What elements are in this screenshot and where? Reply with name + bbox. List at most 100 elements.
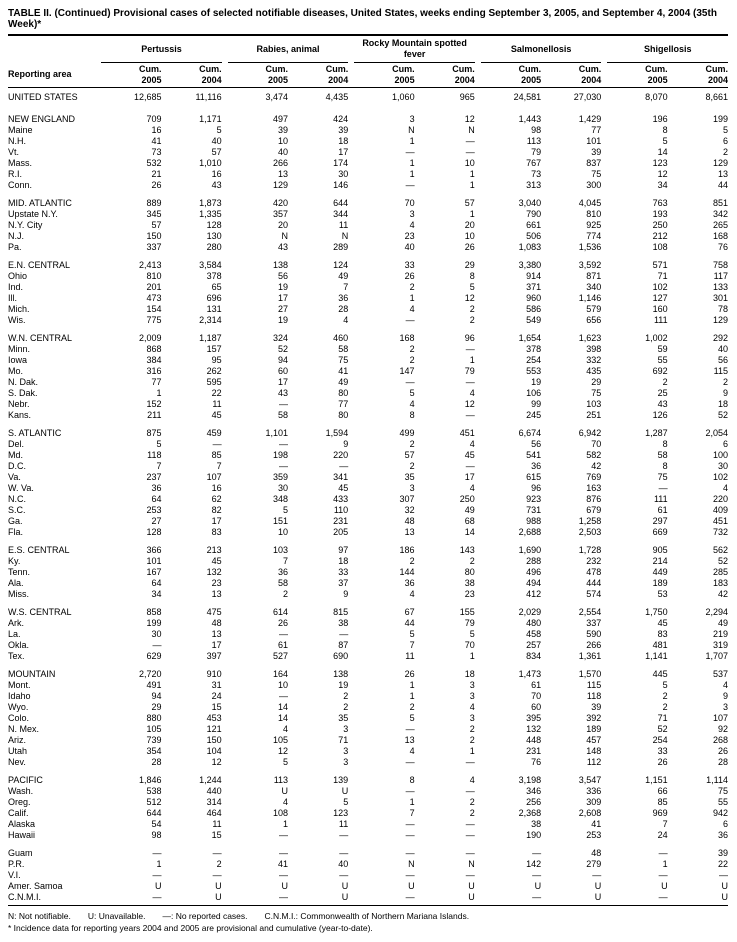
cell-value: 7 [288, 282, 348, 293]
cell-value: 732 [668, 527, 728, 538]
header-cum2004: Cum.2004 [162, 63, 222, 88]
cell-value: 45 [162, 556, 222, 567]
row-label: Mich. [8, 304, 101, 315]
cell-value: 148 [541, 746, 601, 757]
cell-value: — [415, 830, 475, 841]
cell-value: 103 [228, 538, 288, 556]
cell-value: 30 [288, 169, 348, 180]
table-row: E.S. CENTRAL366213103971861431,6901,7289… [8, 538, 728, 556]
cell-value: 3 [415, 713, 475, 724]
cell-value: — [541, 870, 601, 881]
cell-value: 354 [101, 746, 161, 757]
cell-value: — [354, 757, 414, 768]
cell-value: — [288, 870, 348, 881]
cell-value: 1 [415, 355, 475, 366]
cell-value: 7 [354, 808, 414, 819]
cell-value: — [228, 870, 288, 881]
cell-value: 115 [541, 680, 601, 691]
cell-value: U [162, 881, 222, 892]
cell-value: 23 [354, 231, 414, 242]
cell-value: 1,287 [607, 421, 667, 439]
cell-value: 163 [541, 483, 601, 494]
cell-value: N [354, 125, 414, 136]
cell-value: 1,010 [162, 158, 222, 169]
cell-value: 8 [415, 271, 475, 282]
cell-value: 19 [288, 680, 348, 691]
table-row: Nev.281253——761122628 [8, 757, 728, 768]
cell-value: 27 [101, 516, 161, 527]
cell-value: 110 [288, 505, 348, 516]
cell-value: 45 [162, 410, 222, 421]
row-label: La. [8, 629, 101, 640]
cell-value: 384 [101, 355, 161, 366]
cell-value: 101 [541, 136, 601, 147]
table-row: Nebr.15211—77412991034318 [8, 399, 728, 410]
cell-value: 5 [607, 680, 667, 691]
cell-value: — [607, 870, 667, 881]
cell-value: 3,592 [541, 253, 601, 271]
table-row: NEW ENGLAND7091,1714974243121,4431,42919… [8, 107, 728, 125]
cell-value: 52 [668, 556, 728, 567]
table-row: P.R.124140NN142279122 [8, 859, 728, 870]
cell-value: — [607, 841, 667, 859]
cell-value: 810 [101, 271, 161, 282]
cell-value: 19 [228, 315, 288, 326]
cell-value: 2 [354, 702, 414, 713]
cell-value: — [481, 870, 541, 881]
cell-value: U [668, 881, 728, 892]
cell-value: 62 [162, 494, 222, 505]
cell-value: 27 [228, 304, 288, 315]
cell-value: 257 [481, 640, 541, 651]
cell-value: — [101, 841, 161, 859]
header-cum2004: Cum.2004 [288, 63, 348, 88]
cell-value: 95 [162, 355, 222, 366]
cell-value: 1,335 [162, 209, 222, 220]
cell-value: 251 [541, 410, 601, 421]
table-row: Pa.3372804328940261,0831,53610876 [8, 242, 728, 253]
cell-value: 58 [607, 450, 667, 461]
row-label: Ark. [8, 618, 101, 629]
col-group-pertussis: Pertussis [101, 35, 221, 63]
cell-value: 6,674 [481, 421, 541, 439]
cell-value: — [354, 830, 414, 841]
cell-value: 268 [668, 735, 728, 746]
cell-value: 289 [288, 242, 348, 253]
cell-value: 211 [101, 410, 161, 421]
cell-value: 2,720 [101, 662, 161, 680]
row-label: Wyo. [8, 702, 101, 713]
cell-value: 965 [415, 88, 475, 108]
cell-value: 186 [354, 538, 414, 556]
cell-value: 199 [101, 618, 161, 629]
cell-value: 7 [354, 640, 414, 651]
table-row: E.N. CENTRAL2,4133,58413812433293,3803,5… [8, 253, 728, 271]
cell-value: 16 [162, 169, 222, 180]
cell-value: 107 [162, 472, 222, 483]
col-group-rabies: Rabies, animal [228, 35, 348, 63]
cell-value: — [415, 757, 475, 768]
cell-value: 151 [228, 516, 288, 527]
cell-value: 969 [607, 808, 667, 819]
table-row: S. Dak.12243805410675259 [8, 388, 728, 399]
cell-value: 253 [541, 830, 601, 841]
cell-value: 4 [354, 746, 414, 757]
cell-value: — [354, 786, 414, 797]
cell-value: 20 [228, 220, 288, 231]
cell-value: 40 [668, 344, 728, 355]
footnote: N: Not notifiable. U: Unavailable. —: No… [8, 910, 728, 934]
cell-value: 2 [354, 439, 414, 450]
cell-value: 31 [162, 680, 222, 691]
cell-value: — [354, 870, 414, 881]
cell-value: 92 [668, 724, 728, 735]
row-label: Minn. [8, 344, 101, 355]
cell-value: 71 [288, 735, 348, 746]
cell-value: 2,554 [541, 600, 601, 618]
cell-value: 1,083 [481, 242, 541, 253]
cell-value: 690 [288, 651, 348, 662]
cell-value: U [607, 881, 667, 892]
cell-value: 40 [162, 136, 222, 147]
cell-value: 433 [288, 494, 348, 505]
cell-value: 26 [354, 271, 414, 282]
table-row: D.C.77——2—3642830 [8, 461, 728, 472]
cell-value: 39 [668, 841, 728, 859]
cell-value: 1 [607, 859, 667, 870]
